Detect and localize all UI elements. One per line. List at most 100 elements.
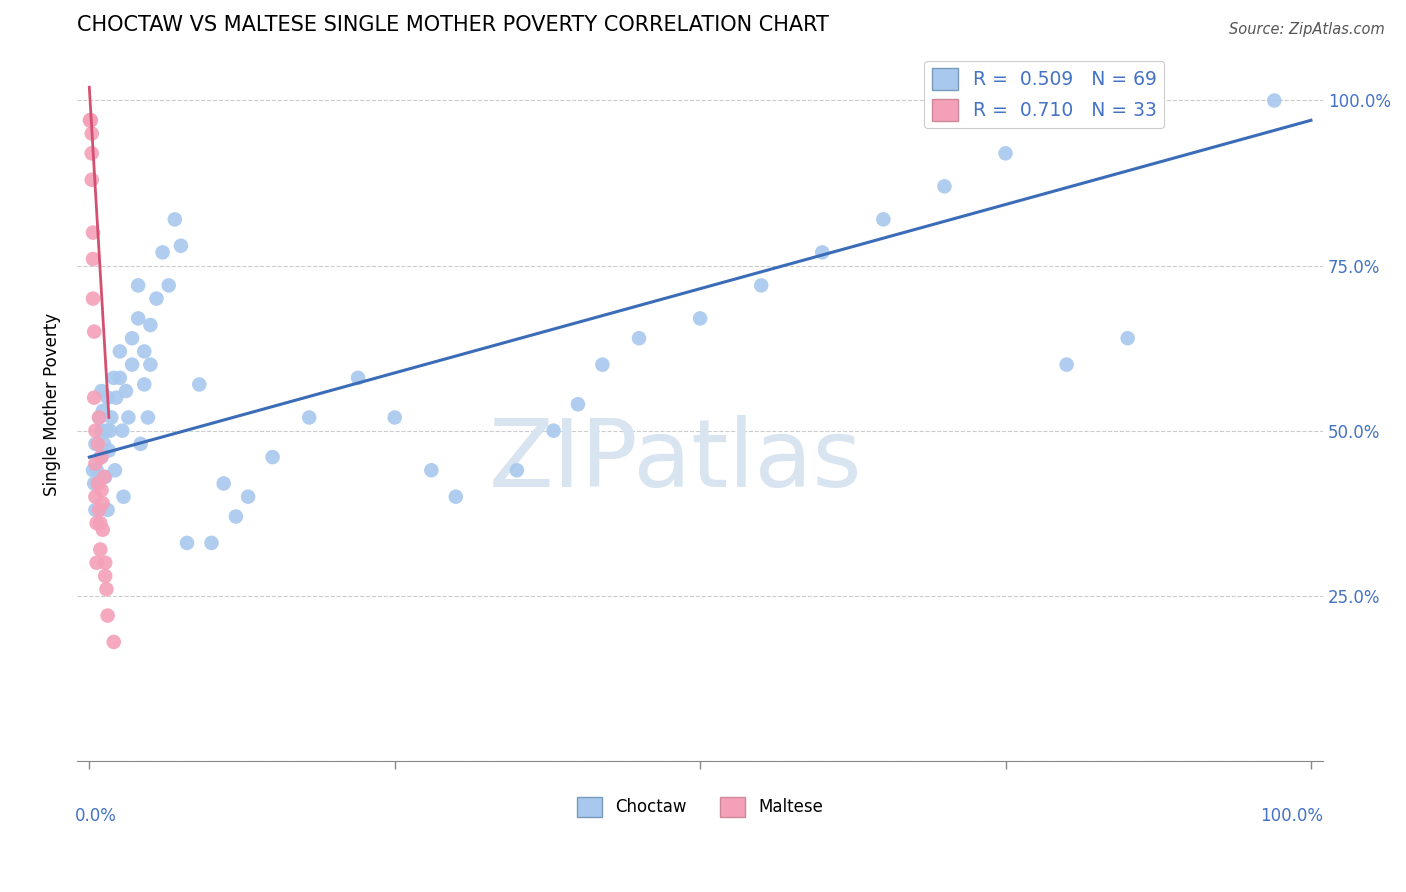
Text: ZIPatlas: ZIPatlas <box>488 416 862 508</box>
Point <box>104 463 127 477</box>
Point <box>506 463 529 477</box>
Point <box>108 344 131 359</box>
Point <box>87 410 110 425</box>
Y-axis label: Single Mother Poverty: Single Mother Poverty <box>44 313 60 496</box>
Point <box>94 556 117 570</box>
Point <box>98 424 121 438</box>
Point <box>108 371 131 385</box>
Point <box>121 358 143 372</box>
Point <box>543 424 565 438</box>
Point <box>444 490 467 504</box>
Point <box>567 397 589 411</box>
Point <box>90 384 112 398</box>
Point <box>689 311 711 326</box>
Point <box>157 278 180 293</box>
Point <box>1263 94 1285 108</box>
Point <box>170 239 193 253</box>
Point <box>82 226 104 240</box>
Point <box>83 391 105 405</box>
Point <box>262 450 284 464</box>
Text: 0.0%: 0.0% <box>75 807 117 825</box>
Point <box>90 424 112 438</box>
Point <box>127 311 149 326</box>
Point <box>105 391 128 405</box>
Point <box>87 503 110 517</box>
Point <box>134 344 156 359</box>
Point <box>79 113 101 128</box>
Point <box>96 424 118 438</box>
Text: Source: ZipAtlas.com: Source: ZipAtlas.com <box>1229 22 1385 37</box>
Point <box>90 483 112 497</box>
Point <box>82 463 104 477</box>
Point <box>136 410 159 425</box>
Point <box>134 377 156 392</box>
Point <box>298 410 321 425</box>
Point <box>90 450 112 464</box>
Point <box>79 113 101 128</box>
Point <box>87 437 110 451</box>
Point <box>87 476 110 491</box>
Point <box>115 384 138 398</box>
Point <box>87 410 110 425</box>
Point <box>84 437 107 451</box>
Point <box>94 470 117 484</box>
Point <box>749 278 772 293</box>
Point <box>100 410 122 425</box>
Point <box>97 391 120 405</box>
Text: 100.0%: 100.0% <box>1260 807 1323 825</box>
Point <box>811 245 834 260</box>
Point <box>212 476 235 491</box>
Point <box>87 476 110 491</box>
Point <box>94 569 117 583</box>
Point <box>89 542 111 557</box>
Point <box>872 212 894 227</box>
Point <box>628 331 651 345</box>
Point <box>82 252 104 266</box>
Point <box>591 358 613 372</box>
Point <box>121 331 143 345</box>
Point <box>420 463 443 477</box>
Point <box>1056 358 1078 372</box>
Point <box>139 358 162 372</box>
Point <box>117 410 139 425</box>
Point <box>103 635 125 649</box>
Point <box>97 443 120 458</box>
Point <box>91 496 114 510</box>
Point <box>163 212 186 227</box>
Point <box>111 424 134 438</box>
Point <box>384 410 406 425</box>
Point <box>79 113 101 128</box>
Point <box>84 490 107 504</box>
Point <box>83 325 105 339</box>
Point <box>139 318 162 332</box>
Point <box>93 437 115 451</box>
Point <box>200 536 222 550</box>
Point <box>91 404 114 418</box>
Point <box>112 490 135 504</box>
Point <box>129 437 152 451</box>
Point <box>225 509 247 524</box>
Point <box>96 582 118 596</box>
Point <box>86 463 108 477</box>
Point <box>152 245 174 260</box>
Point <box>103 371 125 385</box>
Point <box>127 278 149 293</box>
Point <box>80 172 103 186</box>
Point <box>236 490 259 504</box>
Text: CHOCTAW VS MALTESE SINGLE MOTHER POVERTY CORRELATION CHART: CHOCTAW VS MALTESE SINGLE MOTHER POVERTY… <box>77 15 830 35</box>
Point <box>89 516 111 530</box>
Point <box>80 146 103 161</box>
Point <box>1116 331 1139 345</box>
Point <box>82 292 104 306</box>
Point <box>93 470 115 484</box>
Point <box>347 371 370 385</box>
Point <box>79 113 101 128</box>
Point <box>83 476 105 491</box>
Point <box>176 536 198 550</box>
Point <box>86 556 108 570</box>
Point <box>97 608 120 623</box>
Point <box>188 377 211 392</box>
Point <box>84 503 107 517</box>
Point <box>91 523 114 537</box>
Legend: R =  0.509   N = 69, R =  0.710   N = 33: R = 0.509 N = 69, R = 0.710 N = 33 <box>924 61 1164 128</box>
